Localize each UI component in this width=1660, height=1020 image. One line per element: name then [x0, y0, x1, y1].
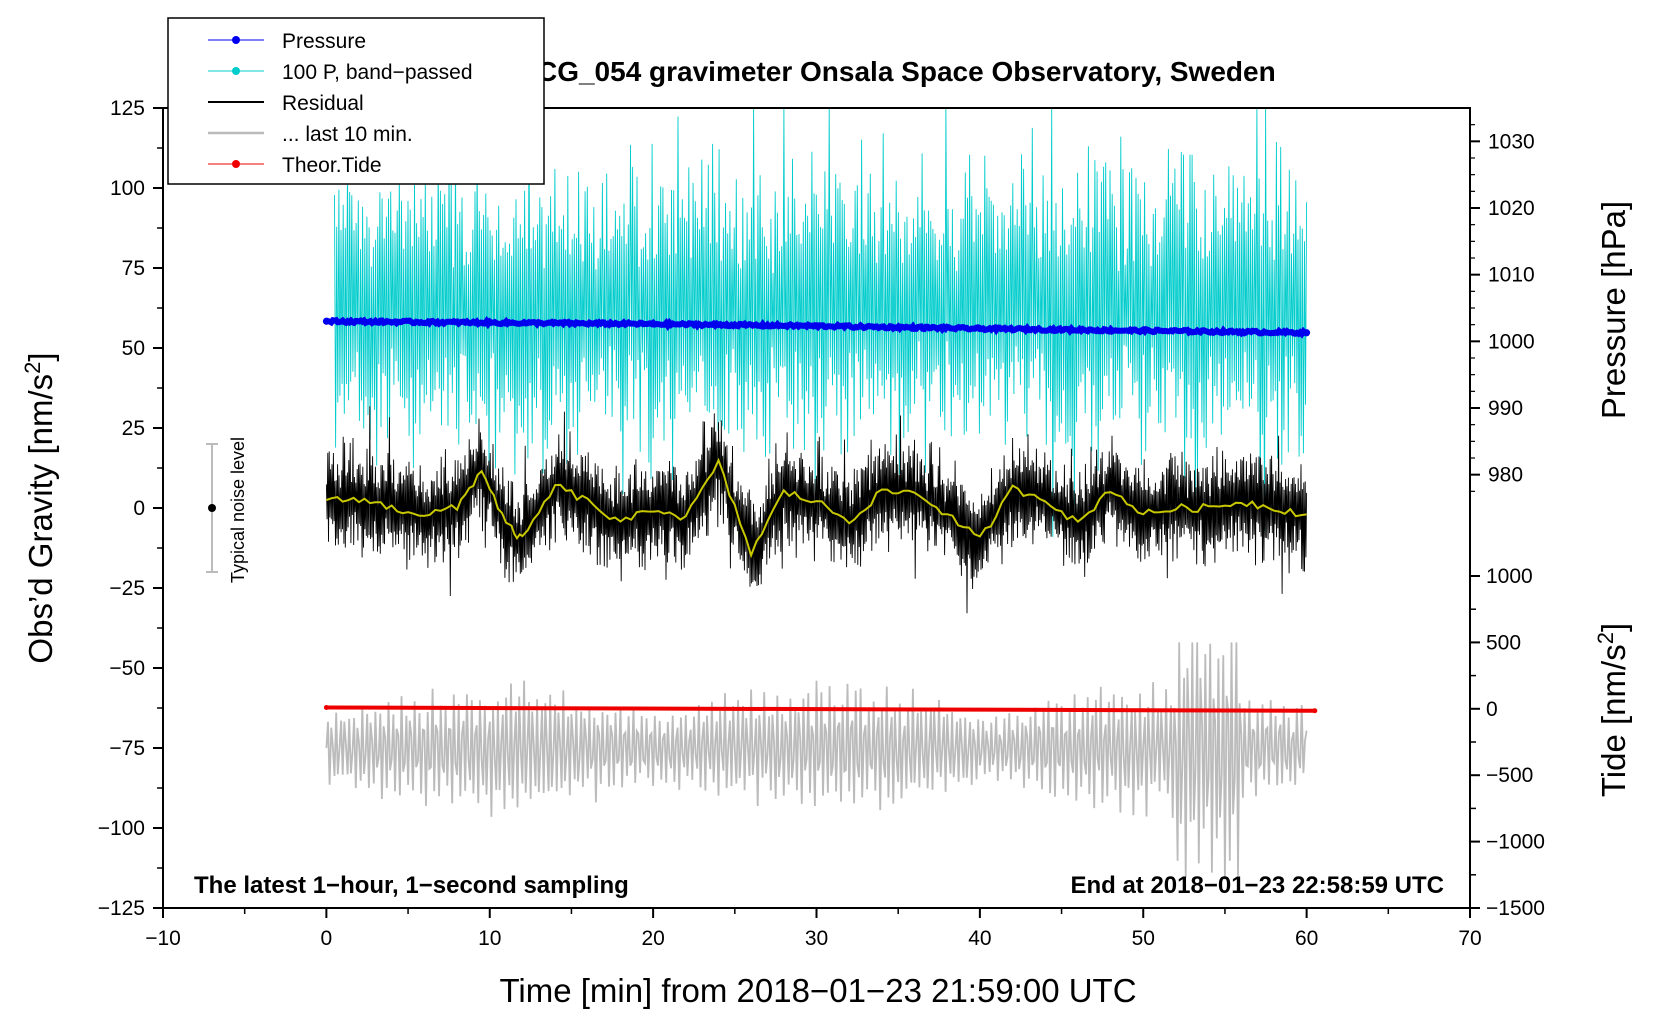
legend-label: 100 P, band−passed [282, 61, 473, 84]
noise-label: Typical noise level [228, 437, 248, 583]
pressure-ticks: 1030 1020 1010 1000 990 980 [1470, 124, 1535, 492]
y-tick-label: −25 [109, 577, 145, 600]
x-ticks: −10 0 10 20 30 40 50 60 70 [145, 908, 1482, 950]
legend: Pressure 100 P, band−passed Residual ... la… [167, 17, 545, 185]
y-axis-label: Obs’d Gravity [nm/s2] [20, 352, 59, 663]
tide-tick-label: 0 [1486, 698, 1498, 721]
y-tick-label: 125 [110, 97, 145, 120]
tide-tick-label: 1000 [1486, 565, 1533, 588]
pressure-point [1303, 329, 1311, 337]
y-tick-label: 100 [110, 177, 145, 200]
pressure-tick-label: 1020 [1488, 197, 1535, 220]
y-tick-label: −125 [98, 897, 145, 920]
x-tick-label: 70 [1458, 927, 1481, 950]
residual-layer [325, 406, 1308, 614]
pressure-point [322, 317, 330, 325]
y-ticks: 125 100 75 50 25 0 −25 −50 −75 −100 −125 [98, 97, 163, 920]
x-tick-label: 10 [478, 927, 501, 950]
x-tick-label: 40 [968, 927, 991, 950]
tide-tick-label: 500 [1486, 631, 1521, 654]
annotation-right: End at 2018−01−23 22:58:59 UTC [1070, 872, 1444, 899]
y-tick-label: −100 [98, 817, 145, 840]
legend-marker [232, 160, 240, 168]
tide-layer [323, 704, 1318, 714]
noise-dot [208, 504, 217, 512]
pressure-tick-label: 1030 [1488, 130, 1535, 153]
tide-line [326, 705, 1315, 713]
x-tick-label: 60 [1295, 927, 1318, 950]
x-tick-label: −10 [145, 927, 181, 950]
tide-axis-label: Tide [nm/s2] [1593, 623, 1632, 797]
last10-line [325, 642, 1308, 880]
y-tick-label: 0 [133, 497, 145, 520]
last10-layer [325, 642, 1308, 880]
pressure-point [1139, 327, 1147, 335]
pressure-point [649, 320, 657, 328]
pressure-tick-label: 980 [1488, 464, 1523, 487]
chart-title: SCG_054 gravimeter Onsala Space Observat… [518, 56, 1275, 87]
pressure-point [976, 325, 984, 333]
legend-label: Residual [282, 92, 364, 115]
bandpassed-layer [334, 107, 1308, 537]
x-tick-label: 0 [321, 927, 333, 950]
legend-label: Pressure [282, 30, 366, 53]
x-axis-label: Time [min] from 2018−01−23 21:59:00 UTC [499, 972, 1136, 1009]
y-tick-label: 50 [122, 337, 145, 360]
legend-items: Pressure 100 P, band−passed Residual ... la… [208, 30, 473, 177]
smoothed-line [326, 457, 1307, 559]
y-tick-label: −50 [109, 657, 145, 680]
annotation-left: The latest 1−hour, 1−second sampling [194, 872, 629, 899]
legend-marker [232, 67, 240, 75]
tide-point [323, 704, 329, 710]
tide-tick-label: −500 [1486, 764, 1533, 787]
pressure-tick-label: 1010 [1488, 264, 1535, 287]
pressure-tick-label: 990 [1488, 397, 1523, 420]
tide-axis-label-sup: 2 [1593, 632, 1618, 644]
y-tick-label: −75 [109, 737, 145, 760]
y-tick-label: 75 [122, 257, 145, 280]
legend-label: Theor.Tide [282, 154, 382, 177]
y-axis-label-sup: 2 [20, 362, 45, 374]
pressure-tick-label: 1000 [1488, 330, 1535, 353]
legend-marker [232, 36, 240, 44]
pressure-point [486, 319, 494, 327]
pressure-layer [322, 316, 1311, 339]
tide-tick-label: −1000 [1486, 831, 1545, 854]
tide-tick-label: −1500 [1486, 897, 1545, 920]
legend-label: ... last 10 min. [282, 123, 413, 146]
tide-point [1312, 708, 1318, 714]
smoothed-layer [326, 457, 1307, 559]
x-tick-label: 20 [641, 927, 664, 950]
y-tick-label: 25 [122, 417, 145, 440]
tide-ticks: 1000 500 0 −500 −1000 −1500 [1470, 565, 1545, 920]
noise-indicator [206, 443, 219, 573]
x-tick-label: 50 [1132, 927, 1155, 950]
pressure-axis-label: Pressure [hPa] [1595, 201, 1632, 419]
bandpassed-line [334, 107, 1308, 537]
x-tick-label: 30 [805, 927, 828, 950]
pressure-point [813, 322, 820, 330]
residual-line [325, 406, 1308, 614]
